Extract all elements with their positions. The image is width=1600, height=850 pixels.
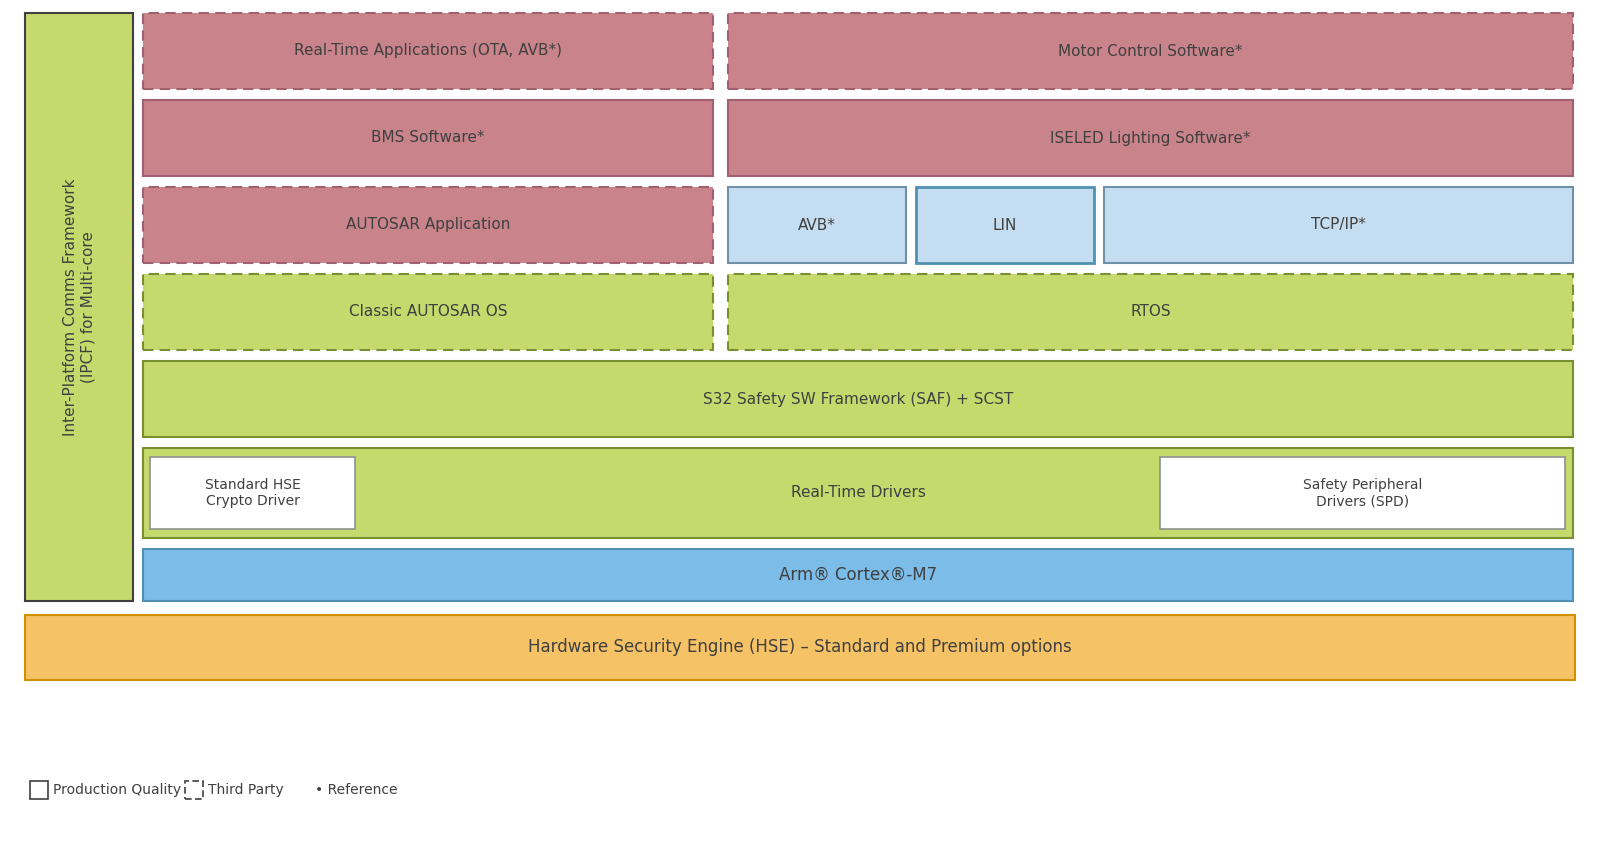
- FancyBboxPatch shape: [142, 187, 714, 263]
- Text: ISELED Lighting Software*: ISELED Lighting Software*: [1050, 131, 1251, 145]
- Text: RTOS: RTOS: [1130, 304, 1171, 320]
- Text: Hardware Security Engine (HSE) – Standard and Premium options: Hardware Security Engine (HSE) – Standar…: [528, 638, 1072, 656]
- Text: Motor Control Software*: Motor Control Software*: [1058, 43, 1243, 59]
- FancyBboxPatch shape: [915, 187, 1094, 263]
- FancyBboxPatch shape: [728, 274, 1573, 350]
- Text: BMS Software*: BMS Software*: [371, 131, 485, 145]
- FancyBboxPatch shape: [142, 549, 1573, 601]
- Text: Real-Time Drivers: Real-Time Drivers: [790, 485, 925, 501]
- FancyBboxPatch shape: [728, 13, 1573, 89]
- Text: AUTOSAR Application: AUTOSAR Application: [346, 218, 510, 233]
- Text: Safety Peripheral
Drivers (SPD): Safety Peripheral Drivers (SPD): [1302, 478, 1422, 508]
- FancyBboxPatch shape: [30, 781, 48, 799]
- FancyBboxPatch shape: [142, 448, 1573, 538]
- Text: Classic AUTOSAR OS: Classic AUTOSAR OS: [349, 304, 507, 320]
- Text: AVB*: AVB*: [798, 218, 835, 233]
- Text: • Reference: • Reference: [315, 783, 397, 797]
- Text: Standard HSE
Crypto Driver: Standard HSE Crypto Driver: [205, 478, 301, 508]
- FancyBboxPatch shape: [142, 361, 1573, 437]
- FancyBboxPatch shape: [142, 13, 714, 89]
- FancyBboxPatch shape: [1160, 457, 1565, 529]
- FancyBboxPatch shape: [26, 615, 1574, 680]
- Text: S32 Safety SW Framework (SAF) + SCST: S32 Safety SW Framework (SAF) + SCST: [702, 392, 1013, 406]
- FancyBboxPatch shape: [728, 100, 1573, 176]
- Text: Production Quality: Production Quality: [53, 783, 181, 797]
- FancyBboxPatch shape: [150, 457, 355, 529]
- Text: Third Party: Third Party: [208, 783, 283, 797]
- FancyBboxPatch shape: [728, 187, 906, 263]
- FancyBboxPatch shape: [1104, 187, 1573, 263]
- Text: TCP/IP*: TCP/IP*: [1310, 218, 1366, 233]
- Text: Real-Time Applications (OTA, AVB*): Real-Time Applications (OTA, AVB*): [294, 43, 562, 59]
- FancyBboxPatch shape: [142, 274, 714, 350]
- FancyBboxPatch shape: [186, 781, 203, 799]
- FancyBboxPatch shape: [142, 100, 714, 176]
- Text: Inter-Platform Comms Framework
(IPCF) for Multi-core: Inter-Platform Comms Framework (IPCF) fo…: [62, 178, 96, 436]
- Text: Arm® Cortex®-M7: Arm® Cortex®-M7: [779, 566, 938, 584]
- Text: LIN: LIN: [994, 218, 1018, 233]
- FancyBboxPatch shape: [26, 13, 133, 601]
